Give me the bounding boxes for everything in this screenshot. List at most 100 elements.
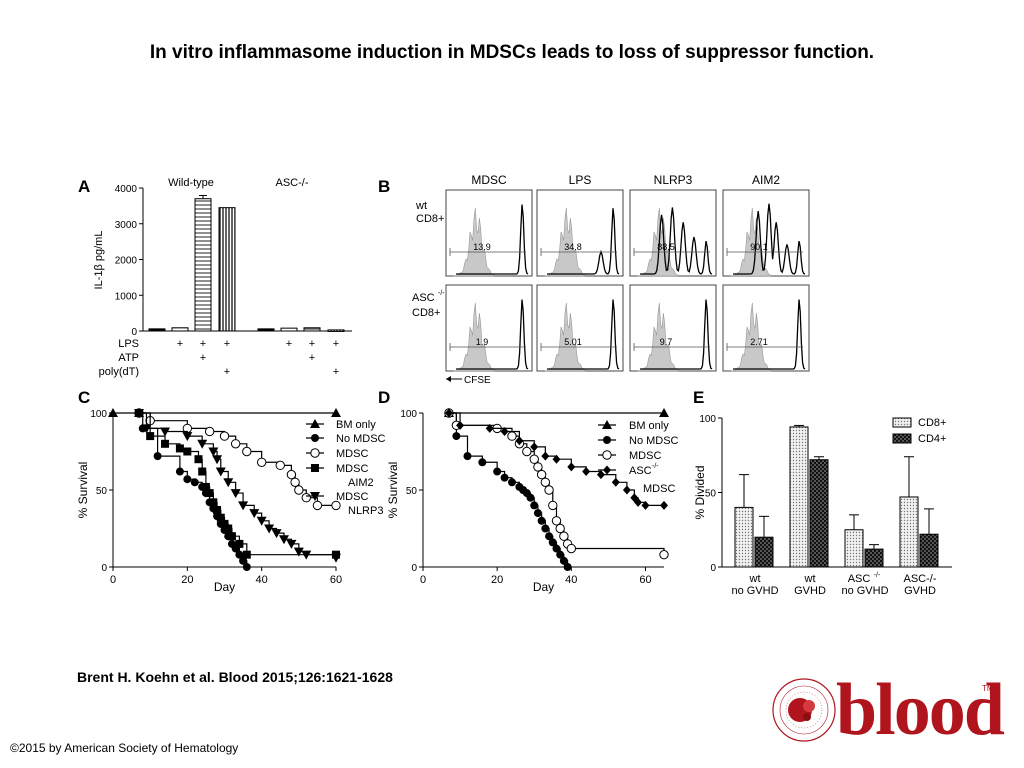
b-histogram-panel	[722, 284, 810, 372]
survival-marker	[526, 493, 535, 502]
survival-marker	[541, 524, 550, 533]
b-sample-histogram	[733, 299, 806, 370]
survival-marker	[567, 462, 576, 472]
survival-x-tick-label: 40	[565, 574, 577, 586]
survival-marker	[224, 524, 233, 533]
survival-marker	[533, 509, 542, 518]
legend-marker	[602, 450, 612, 460]
e-bar	[864, 548, 884, 568]
e-bar	[899, 496, 919, 568]
survival-marker	[242, 446, 252, 457]
survival-marker	[278, 535, 289, 545]
survival-marker	[294, 485, 304, 495]
e-category-label: ASC	[848, 573, 871, 585]
survival-marker	[556, 550, 565, 559]
a-treatment-mark: +	[200, 338, 206, 350]
survival-marker	[537, 516, 546, 525]
survival-marker	[230, 439, 241, 449]
b-gate-value: 5.01	[564, 337, 582, 347]
a-y-tick-label: 3000	[115, 220, 138, 231]
survival-marker	[533, 462, 543, 472]
survival-marker	[213, 506, 222, 515]
survival-marker	[153, 452, 162, 461]
survival-x-axis-title: Day	[214, 580, 235, 594]
a-bar	[280, 327, 298, 332]
e-y-tick-label: 50	[705, 489, 717, 500]
survival-marker	[331, 553, 341, 563]
b-row-label-asc: ASC	[412, 292, 435, 304]
b-column-header: MDSC	[471, 173, 507, 187]
b-sample-histogram	[640, 299, 713, 370]
survival-marker	[500, 473, 509, 482]
e-y-tick-label: 0	[710, 563, 716, 574]
e-category-label: wt	[804, 573, 816, 585]
b-gate-value: 90.1	[750, 242, 768, 252]
a-treatment-label: LPS	[118, 338, 139, 350]
survival-marker	[507, 431, 517, 441]
b-histogram-panel	[629, 189, 717, 277]
a-bar	[194, 198, 212, 332]
survival-marker	[301, 493, 311, 503]
a-treatment-mark: +	[309, 352, 315, 364]
a-y-tick-label: 1000	[115, 291, 138, 302]
a-bar	[303, 327, 321, 332]
survival-marker	[205, 489, 214, 498]
survival-marker	[204, 426, 215, 437]
b-sample-histogram	[547, 299, 620, 370]
legend-marker	[310, 419, 320, 428]
page-title: In vitro inflammasome induction in MDSCs…	[149, 42, 875, 63]
survival-marker	[108, 408, 118, 417]
b-sample-histogram	[456, 204, 529, 275]
a-y-tick-label: 4000	[115, 184, 138, 195]
e-category-label: wt	[749, 573, 761, 585]
copyright-notice: ©2015 by American Society of Hematology	[10, 741, 239, 755]
survival-x-tick-label: 60	[330, 574, 342, 586]
survival-marker	[141, 424, 152, 434]
survival-y-tick-label: 0	[101, 563, 107, 574]
survival-marker	[536, 469, 547, 480]
survival-marker	[559, 556, 568, 565]
e-bar	[754, 536, 774, 568]
a-bar	[148, 328, 166, 332]
b-sample-histogram	[456, 299, 529, 370]
survival-marker	[566, 543, 577, 554]
legend-label: NLRP3	[348, 505, 383, 517]
survival-marker	[286, 539, 297, 549]
survival-marker	[290, 477, 300, 487]
survival-marker	[198, 467, 207, 476]
survival-marker	[463, 452, 472, 461]
b-x-axis-title: CFSE	[464, 375, 491, 386]
b-column-header: LPS	[569, 173, 592, 187]
survival-x-axis-title: Day	[533, 580, 554, 594]
a-bar	[257, 328, 275, 332]
b-row-label-cd8: CD8+	[412, 307, 440, 319]
survival-marker	[175, 444, 184, 453]
survival-y-axis-title: % Survival	[386, 462, 400, 519]
a-treatment-mark: +	[333, 366, 339, 378]
a-bar	[171, 327, 189, 332]
e-legend-swatch	[892, 433, 912, 444]
survival-marker	[264, 524, 275, 534]
survival-marker	[286, 469, 297, 480]
a-y-axis-title: IL-1β pg/mL	[93, 231, 105, 290]
survival-marker	[197, 439, 208, 449]
legend-marker	[602, 420, 612, 429]
survival-marker	[301, 550, 312, 560]
legend-label: MDSC	[643, 483, 675, 495]
survival-marker	[242, 563, 251, 571]
survival-marker	[622, 485, 631, 495]
e-y-axis-title: % Divided	[693, 465, 707, 519]
survival-marker	[242, 550, 251, 559]
b-row-label-wt: wt	[415, 200, 427, 212]
survival-y-axis-title: % Survival	[76, 462, 90, 519]
b-histogram-panel	[536, 189, 624, 277]
survival-marker	[552, 544, 561, 553]
survival-marker	[239, 556, 248, 565]
survival-marker	[201, 482, 210, 491]
survival-x-tick-label: 60	[639, 574, 651, 586]
legend-marker	[311, 464, 319, 472]
e-bar	[809, 459, 829, 568]
survival-marker	[183, 447, 192, 456]
survival-marker	[641, 500, 650, 510]
a-treatment-mark: +	[177, 338, 183, 350]
